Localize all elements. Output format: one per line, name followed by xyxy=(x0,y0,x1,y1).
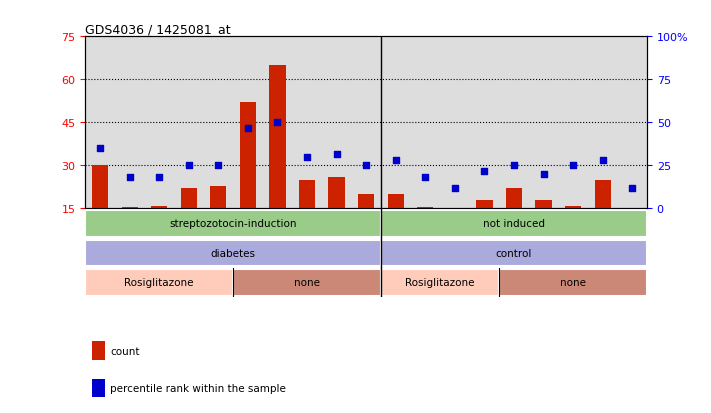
Point xyxy=(360,163,372,169)
Bar xyxy=(181,189,197,209)
Bar xyxy=(506,189,522,209)
Bar xyxy=(417,208,434,209)
Bar xyxy=(381,211,647,237)
Text: none: none xyxy=(560,278,586,287)
Text: GDS4036 / 1425081_at: GDS4036 / 1425081_at xyxy=(85,23,231,36)
Bar xyxy=(565,206,581,209)
Text: not induced: not induced xyxy=(483,219,545,229)
Point xyxy=(508,163,520,169)
Point xyxy=(154,174,165,181)
Bar xyxy=(92,166,108,209)
Bar xyxy=(85,269,233,296)
Point xyxy=(213,163,224,169)
Bar xyxy=(240,103,256,209)
Point xyxy=(242,126,254,132)
Bar xyxy=(210,186,227,209)
Text: diabetes: diabetes xyxy=(210,248,256,258)
Point xyxy=(331,151,342,158)
Text: percentile rank within the sample: percentile rank within the sample xyxy=(110,383,286,393)
Bar xyxy=(122,208,138,209)
Text: control: control xyxy=(496,248,532,258)
Bar xyxy=(233,269,381,296)
Point xyxy=(183,163,195,169)
Text: Rosiglitazone: Rosiglitazone xyxy=(405,278,475,287)
Point xyxy=(390,157,402,164)
Point xyxy=(419,174,431,181)
Bar xyxy=(381,240,647,266)
Text: count: count xyxy=(110,346,139,356)
Bar xyxy=(269,66,286,209)
Bar xyxy=(476,200,493,209)
Bar xyxy=(535,200,552,209)
Bar xyxy=(85,211,381,237)
Point xyxy=(95,145,106,152)
Bar xyxy=(387,195,404,209)
Bar xyxy=(381,269,499,296)
Bar xyxy=(594,180,611,209)
Text: streptozotocin-induction: streptozotocin-induction xyxy=(169,219,297,229)
Point xyxy=(567,163,579,169)
Point xyxy=(449,186,461,192)
Bar xyxy=(358,195,374,209)
Point xyxy=(597,157,609,164)
Bar xyxy=(328,178,345,209)
Point xyxy=(538,171,549,178)
Point xyxy=(272,120,283,126)
Point xyxy=(301,154,313,161)
Bar xyxy=(151,206,167,209)
Bar xyxy=(447,209,463,212)
Point xyxy=(479,169,490,175)
Bar xyxy=(299,180,315,209)
Point xyxy=(626,186,638,192)
Bar xyxy=(499,269,647,296)
Point xyxy=(124,174,135,181)
Bar xyxy=(85,240,381,266)
Text: none: none xyxy=(294,278,320,287)
Text: Rosiglitazone: Rosiglitazone xyxy=(124,278,194,287)
